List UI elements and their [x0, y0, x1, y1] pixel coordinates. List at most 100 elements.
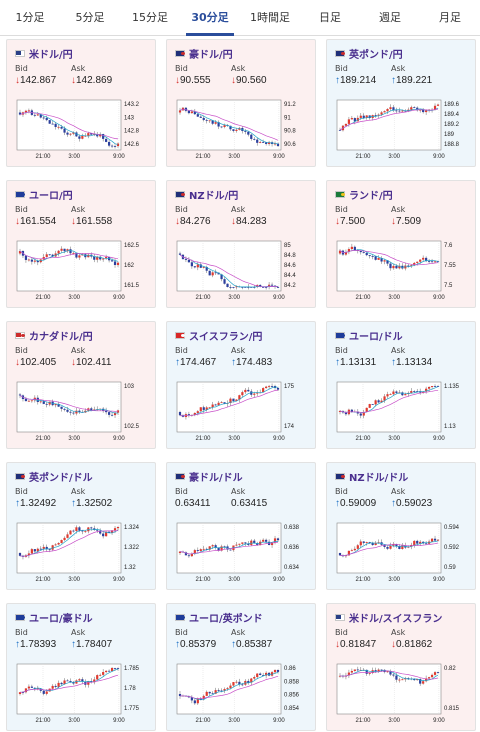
rate-card[interactable]: NZドル/ドル Bid Ask ↑0.59009 ↑0.59023 0.594 0… — [326, 462, 476, 590]
pair-name[interactable]: 米ドル/スイスフラン — [349, 613, 443, 625]
tab-0[interactable]: 1分足 — [15, 11, 45, 24]
candle-body — [374, 256, 377, 260]
rate-card[interactable]: NZドル/円 Bid Ask ↓84.276 ↓84.283 85 84.8 84.… — [166, 180, 316, 308]
candle-body — [202, 117, 205, 120]
y-tick-label: 0.82 — [444, 666, 456, 672]
pair-name[interactable]: 英ポンド/ドル — [29, 472, 93, 484]
pair-name[interactable]: カナダドル/円 — [29, 331, 93, 343]
candle-body — [36, 260, 39, 263]
rate-card[interactable]: カナダドル/円 Bid Ask ↓102.405 ↓102.411 103 102… — [6, 321, 156, 449]
x-tick-label: 9:00 — [113, 436, 125, 442]
y-tick-label: 1.135 — [444, 384, 460, 390]
ma-fast-line — [179, 108, 279, 145]
candle-body — [18, 394, 22, 396]
rate-card[interactable]: ユーロ/ドル Bid Ask ↑1.13131 ↑1.13134 1.135 1.… — [326, 321, 476, 449]
candle-body — [184, 107, 188, 111]
y-tick-label: 162.5 — [124, 243, 140, 249]
candle-body — [265, 539, 268, 542]
rate-card[interactable]: ユーロ/英ポンド Bid Ask ↑0.85379 ↑0.85387 0.86 0… — [166, 603, 316, 731]
rate-card[interactable]: 英ポンド/円 Bid Ask ↑189.214 ↑189.221 189.6 18… — [326, 39, 476, 167]
candle-body — [253, 677, 256, 679]
pair-name[interactable]: NZドル/ドル — [349, 472, 409, 484]
pair-name[interactable]: ユーロ/円 — [29, 190, 73, 202]
x-tick-label: 3:00 — [68, 295, 80, 301]
rate-card[interactable]: 豪ドル/ドル Bid Ask 0.63411 0.63415 0.638 0.63… — [166, 462, 316, 590]
ma-fast-line — [339, 107, 439, 131]
candle-body — [244, 287, 247, 288]
pair-name[interactable]: ユーロ/ドル — [349, 331, 403, 343]
candle-body — [383, 111, 386, 113]
candle-body — [214, 690, 217, 694]
candle-body — [110, 668, 114, 672]
gbp-flag-icon — [15, 472, 25, 480]
pair-name[interactable]: 米ドル/円 — [29, 49, 73, 61]
tab-4[interactable]: 1時間足 — [250, 11, 290, 24]
x-tick-label: 3:00 — [68, 154, 80, 160]
bid-value: ↑0.85379 — [175, 639, 217, 650]
chart-svg: 103 102.5 21:00 3:00 9:00 — [16, 381, 140, 442]
pair-name[interactable]: 豪ドル/円 — [189, 49, 233, 61]
candle-body — [33, 260, 36, 262]
candle-body — [223, 689, 226, 691]
candle-body — [199, 698, 202, 700]
pair-name[interactable]: ランド/円 — [349, 190, 393, 202]
tab-6[interactable]: 週足 — [379, 11, 401, 24]
down-arrow-icon: ↓ — [15, 357, 20, 368]
pair-name[interactable]: NZドル/円 — [189, 190, 239, 202]
y-tick-label: 143.2 — [124, 102, 140, 108]
pair-name[interactable]: 英ポンド/円 — [349, 49, 403, 61]
rate-card[interactable]: ユーロ/豪ドル Bid Ask ↑1.78393 ↑1.78407 1.785 1… — [6, 603, 156, 731]
rate-card[interactable]: ユーロ/円 Bid Ask ↓161.554 ↓161.558 162.5 162… — [6, 180, 156, 308]
candle-body — [202, 407, 205, 410]
candle-body — [416, 391, 419, 392]
x-tick-label: 9:00 — [113, 577, 125, 583]
pair-name[interactable]: スイスフラン/円 — [189, 331, 263, 343]
candle-body — [229, 287, 232, 288]
ask-label: Ask — [391, 205, 406, 214]
rate-card[interactable]: スイスフラン/円 Bid Ask ↑174.467 ↑174.483 175 17… — [166, 321, 316, 449]
y-tick-label: 7.6 — [444, 243, 453, 249]
candle-body — [413, 262, 416, 266]
pair-name[interactable]: 豪ドル/ドル — [189, 472, 243, 484]
candle-body — [347, 119, 351, 124]
pair-name[interactable]: ユーロ/英ポンド — [189, 613, 263, 625]
x-tick-label: 9:00 — [433, 718, 445, 724]
x-tick-label: 3:00 — [228, 295, 240, 301]
candle-body — [350, 409, 353, 412]
rate-card[interactable]: 米ドル/円 Bid Ask ↓142.867 ↓142.869 143.2 143… — [6, 39, 156, 167]
rate-card[interactable]: ランド/円 Bid Ask ↓7.500 ↓7.509 7.6 7.55 7.5 21… — [326, 180, 476, 308]
tab-7[interactable]: 月足 — [439, 11, 461, 24]
candle-body — [45, 254, 48, 257]
y-tick-label: 91.2 — [284, 102, 296, 108]
candle-body — [395, 544, 398, 547]
plot-area — [336, 381, 442, 433]
rate-card-header: 豪ドル/円 — [175, 46, 233, 61]
y-tick-label: 0.592 — [444, 545, 460, 551]
y-tick-label: 1.324 — [124, 525, 140, 531]
candle-body — [244, 131, 247, 132]
rate-card[interactable]: 米ドル/スイスフラン Bid Ask ↓0.81847 ↓0.81862 0.8… — [326, 603, 476, 731]
bid-label: Bid — [335, 487, 348, 496]
x-tick-label: 21:00 — [35, 577, 51, 583]
bid-value: ↑174.467 — [175, 357, 217, 368]
tab-3[interactable]: 30分足 — [180, 0, 240, 36]
pair-name[interactable]: ユーロ/豪ドル — [29, 613, 93, 625]
rate-card[interactable]: 豪ドル/円 Bid Ask ↓90.555 ↓90.560 91.2 91 90.8… — [166, 39, 316, 167]
ask-value: 0.63415 — [231, 498, 268, 509]
rate-card[interactable]: 英ポンド/ドル Bid Ask ↑1.32492 ↑1.32502 1.324 1… — [6, 462, 156, 590]
candle-body — [57, 126, 60, 128]
candle-body — [27, 400, 31, 402]
tab-5[interactable]: 日足 — [319, 11, 341, 24]
tab-2[interactable]: 15分足 — [132, 11, 168, 24]
candle-body — [69, 530, 72, 535]
candle-body — [24, 399, 28, 402]
ma-slow-line — [179, 108, 279, 141]
candle-body — [18, 553, 22, 556]
down-arrow-icon: ↓ — [335, 216, 340, 227]
candle-body — [208, 270, 211, 276]
candle-body — [273, 143, 277, 145]
candle-body — [430, 386, 434, 387]
candle-body — [386, 109, 389, 112]
tab-1[interactable]: 5分足 — [75, 11, 105, 24]
candle-body — [262, 388, 265, 393]
